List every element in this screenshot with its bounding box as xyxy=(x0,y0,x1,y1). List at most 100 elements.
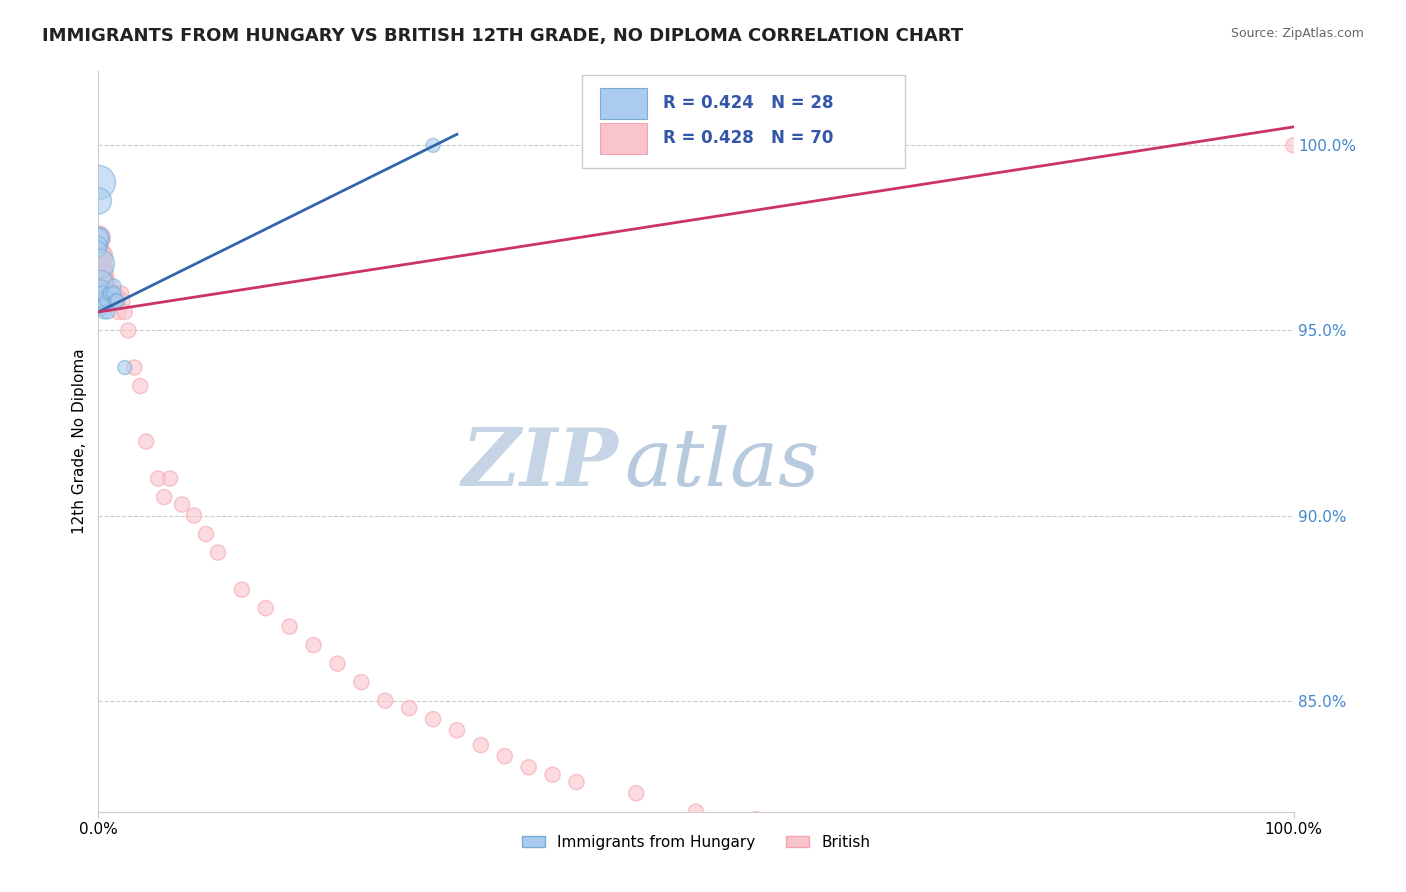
Point xyxy=(89,276,111,290)
FancyBboxPatch shape xyxy=(600,123,647,154)
Point xyxy=(87,238,110,252)
Point xyxy=(89,286,111,301)
Point xyxy=(924,849,946,863)
Point xyxy=(97,286,120,301)
Text: atlas: atlas xyxy=(624,425,820,502)
Point xyxy=(865,834,887,848)
Point xyxy=(87,231,110,245)
Point xyxy=(103,286,125,301)
Point xyxy=(89,250,111,264)
Point xyxy=(422,712,444,726)
Point xyxy=(494,749,516,764)
Legend: Immigrants from Hungary, British: Immigrants from Hungary, British xyxy=(516,829,876,856)
Point xyxy=(87,194,110,208)
Point xyxy=(103,286,125,301)
Point xyxy=(804,823,827,838)
Point xyxy=(685,805,707,819)
Point xyxy=(98,293,121,308)
Point xyxy=(565,775,588,789)
Point xyxy=(98,286,122,301)
Point xyxy=(195,527,218,541)
Point xyxy=(87,231,110,245)
Point xyxy=(129,379,152,393)
Point xyxy=(87,293,110,308)
Point xyxy=(422,138,444,153)
Point xyxy=(98,286,122,301)
Point xyxy=(93,293,115,308)
Point xyxy=(90,276,112,290)
Point xyxy=(124,360,146,375)
Point xyxy=(111,293,134,308)
Text: R = 0.424   N = 28: R = 0.424 N = 28 xyxy=(662,95,832,112)
Point xyxy=(745,812,768,826)
Point xyxy=(87,242,110,256)
Point xyxy=(114,360,136,375)
Point xyxy=(91,286,114,301)
Text: Source: ZipAtlas.com: Source: ZipAtlas.com xyxy=(1230,27,1364,40)
Text: R = 0.428   N = 70: R = 0.428 N = 70 xyxy=(662,129,832,147)
Point xyxy=(398,701,420,715)
Point xyxy=(87,257,110,271)
Point xyxy=(87,176,110,190)
Point xyxy=(470,738,492,752)
Point xyxy=(87,286,110,301)
Point xyxy=(97,305,120,319)
Point xyxy=(517,760,540,774)
Point xyxy=(90,286,112,301)
FancyBboxPatch shape xyxy=(582,75,905,168)
Point xyxy=(87,242,110,256)
Point xyxy=(159,472,181,486)
Point xyxy=(87,279,110,293)
Point xyxy=(90,250,112,264)
Point xyxy=(91,293,114,308)
Point xyxy=(103,279,125,293)
Point xyxy=(207,546,229,560)
Point xyxy=(541,768,564,782)
Point xyxy=(91,293,114,308)
Point xyxy=(105,286,128,301)
Point xyxy=(101,286,124,301)
Point xyxy=(104,293,127,308)
Point xyxy=(110,286,132,301)
Point xyxy=(107,305,129,319)
Point xyxy=(114,305,136,319)
Text: IMMIGRANTS FROM HUNGARY VS BRITISH 12TH GRADE, NO DIPLOMA CORRELATION CHART: IMMIGRANTS FROM HUNGARY VS BRITISH 12TH … xyxy=(42,27,963,45)
Point xyxy=(93,305,115,319)
Point xyxy=(89,257,111,271)
Point xyxy=(89,286,111,301)
Point xyxy=(302,638,325,652)
Point xyxy=(94,286,117,301)
Point xyxy=(105,293,128,308)
Point xyxy=(91,268,114,282)
Point xyxy=(1282,138,1305,153)
Point xyxy=(350,675,373,690)
Point xyxy=(374,694,396,708)
Point xyxy=(104,293,127,308)
Point xyxy=(231,582,253,597)
Point xyxy=(91,276,114,290)
Point xyxy=(98,286,121,301)
Point xyxy=(91,286,114,301)
Point xyxy=(96,279,118,293)
Point xyxy=(107,293,129,308)
Point xyxy=(326,657,349,671)
Point xyxy=(148,472,170,486)
Point xyxy=(183,508,205,523)
Point xyxy=(153,490,176,504)
Point xyxy=(278,620,301,634)
Point xyxy=(172,498,194,512)
Point xyxy=(91,260,114,275)
Point xyxy=(135,434,157,449)
Point xyxy=(87,268,110,282)
Y-axis label: 12th Grade, No Diploma: 12th Grade, No Diploma xyxy=(72,349,87,534)
Text: ZIP: ZIP xyxy=(461,425,619,502)
Point xyxy=(90,268,112,282)
Point xyxy=(87,231,110,245)
Point xyxy=(90,293,112,308)
Point xyxy=(89,264,111,278)
Point xyxy=(93,276,115,290)
Point xyxy=(117,324,139,338)
Point xyxy=(90,283,112,297)
Point xyxy=(93,297,115,311)
Point xyxy=(91,301,114,316)
